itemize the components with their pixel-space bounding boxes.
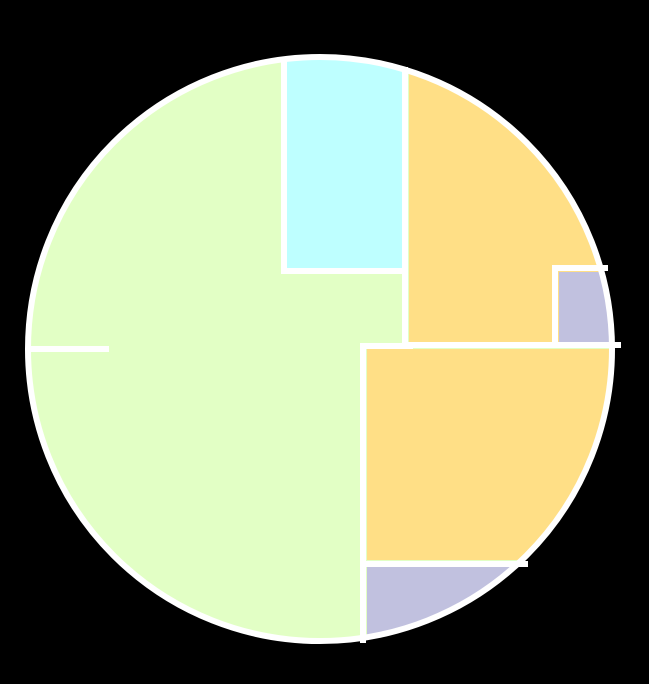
divider-lines [25,54,621,644]
circle-outline [25,54,615,644]
region-cyan [287,59,402,268]
region-purple-small [559,272,610,342]
